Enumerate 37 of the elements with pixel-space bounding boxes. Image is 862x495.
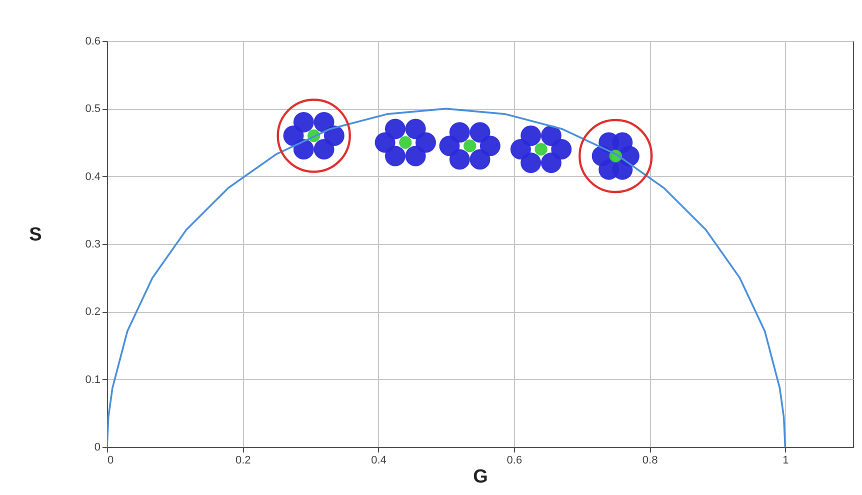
point	[612, 132, 633, 153]
y-tick-label: 0	[94, 442, 100, 454]
point	[449, 149, 470, 170]
point	[405, 146, 426, 166]
point	[470, 149, 490, 170]
point	[399, 136, 412, 149]
point	[520, 126, 542, 146]
point	[612, 159, 633, 180]
point	[314, 112, 334, 132]
point	[405, 118, 426, 140]
y-axis-title: S	[29, 224, 42, 246]
x-tick-label: 0.2	[235, 454, 251, 466]
y-tick-label: 0.4	[85, 170, 100, 183]
x-tick-label: 0.4	[371, 454, 386, 466]
point	[384, 118, 406, 140]
y-tick-label: 0.2	[85, 306, 100, 318]
point	[464, 140, 476, 152]
point	[540, 126, 562, 146]
y-tick-label: 0.1	[85, 374, 100, 386]
point	[520, 152, 542, 174]
x-axis-title: G	[473, 466, 488, 488]
point	[314, 139, 334, 160]
point	[384, 146, 406, 166]
x-tick-label: 1	[782, 454, 789, 466]
y-tick-label: 0.3	[85, 238, 100, 250]
line-series	[107, 108, 786, 447]
point	[293, 139, 314, 160]
point	[449, 122, 470, 143]
x-tick-label: 0.6	[506, 454, 522, 466]
point	[293, 112, 314, 132]
point	[540, 152, 562, 174]
x-tick-label: 0.8	[642, 454, 658, 466]
point	[534, 142, 548, 156]
point	[470, 122, 490, 143]
y-tick-label: 0.5	[85, 103, 100, 116]
x-tick-label: 0	[108, 454, 114, 466]
y-tick-label: 0.6	[85, 36, 100, 48]
